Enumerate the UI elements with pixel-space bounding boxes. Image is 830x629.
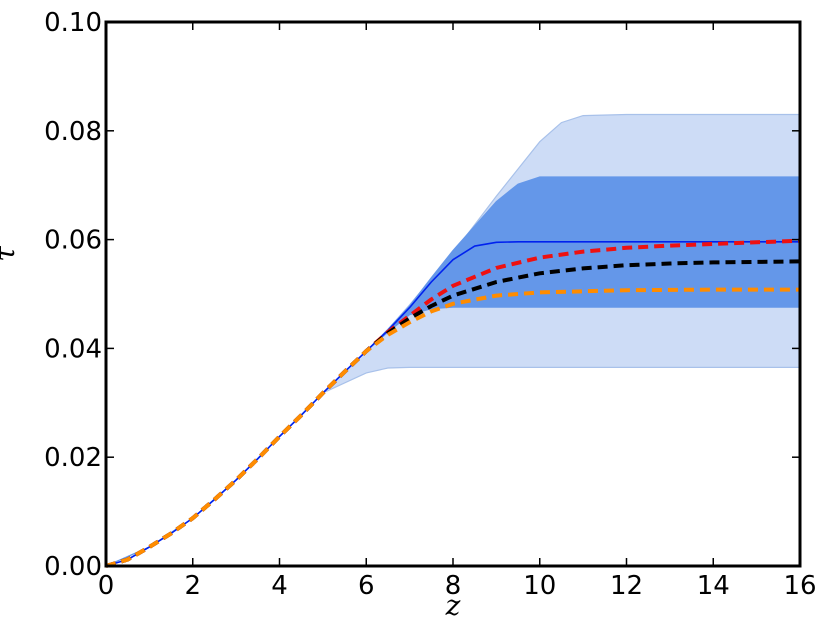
series-lines <box>105 238 801 568</box>
x-tick-label: 14 <box>697 571 730 601</box>
x-tick-label: 16 <box>783 571 816 601</box>
y-tick-label: 0.10 <box>44 8 102 38</box>
y-tick-labels: 0.00 0.02 0.04 0.06 0.08 0.10 <box>44 8 102 582</box>
x-axis-label: z <box>445 589 461 622</box>
series-line-3 <box>105 287 800 568</box>
confidence-bands <box>105 113 801 567</box>
y-axis-label: τ <box>0 246 21 262</box>
x-tick-label: 8 <box>445 571 462 601</box>
y-tick-label: 0.04 <box>44 334 102 364</box>
x-tick-label: 6 <box>358 571 375 601</box>
x-tick-label: 2 <box>184 571 201 601</box>
x-tick-label: 4 <box>271 571 288 601</box>
x-tick-label: 0 <box>98 571 115 601</box>
y-tick-label: 0.06 <box>44 226 102 256</box>
axis-ticks <box>105 21 801 567</box>
x-tick-labels: 0 2 4 6 8 10 12 14 16 <box>98 571 817 601</box>
x-tick-label: 10 <box>523 571 556 601</box>
x-tick-label: 12 <box>610 571 643 601</box>
y-tick-label: 0.08 <box>44 117 102 147</box>
y-tick-label: 0.00 <box>44 552 102 582</box>
y-tick-label: 0.02 <box>44 443 102 473</box>
band-1 <box>105 176 801 567</box>
